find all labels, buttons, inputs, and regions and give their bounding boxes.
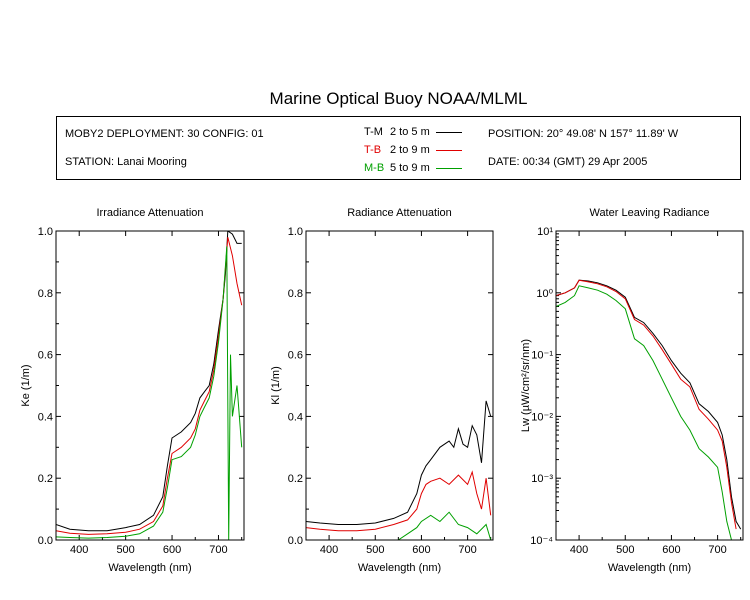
- chart-panel-3: Water Leaving Radiance Wavelength (nm) Lw …: [520, 207, 744, 574]
- series-line-t-m: [56, 231, 242, 532]
- chart-title: Water Leaving Radiance: [589, 207, 709, 219]
- x-tick-label: 400: [70, 544, 88, 556]
- page-title: Marine Optical Buoy NOAA/MLML: [269, 89, 528, 108]
- y-tick-label: 0.0: [38, 535, 53, 547]
- legend-code: T-M: [364, 126, 383, 138]
- x-tick-label: 700: [708, 544, 726, 556]
- series-line-m-b: [56, 246, 243, 540]
- x-tick-label: 700: [458, 544, 476, 556]
- series-line-m-b: [398, 511, 492, 540]
- y-tick-label: 10⁻²: [531, 411, 553, 423]
- chart-title: Irradiance Attenuation: [96, 207, 203, 219]
- legend-code: T-B: [364, 144, 382, 156]
- x-axis-label: Wavelength (nm): [108, 562, 191, 574]
- legend-line: [435, 149, 462, 151]
- legend-line: [435, 131, 462, 133]
- position-text: POSITION: 20° 49.08' N 157° 11.89' W: [488, 128, 679, 140]
- series-line-m-b: [556, 285, 732, 540]
- x-tick-label: 700: [209, 544, 227, 556]
- chart-title: Radiance Attenuation: [347, 207, 452, 219]
- x-axis-label: Wavelength (nm): [608, 562, 691, 574]
- x-axis-label: Wavelength (nm): [358, 562, 441, 574]
- chart-panel-2: Radiance Attenuation Wavelength (nm) Kl (1…: [270, 207, 494, 574]
- legend-entry-tb: T-B 2 to 9 m: [364, 144, 462, 156]
- x-tick-label: 500: [366, 544, 384, 556]
- y-tick-label: 0.6: [38, 350, 53, 362]
- y-tick-label: 10⁻¹: [531, 350, 553, 362]
- series-line-t-m: [556, 279, 742, 530]
- x-tick-label: 400: [320, 544, 338, 556]
- plot-frame: [555, 230, 744, 541]
- legend-code: M-B: [364, 162, 385, 174]
- x-tick-label: 600: [662, 544, 680, 556]
- series-line-t-b: [306, 470, 492, 532]
- y-tick-label: 10⁰: [536, 288, 553, 300]
- date-text: DATE: 00:34 (GMT) 29 Apr 2005: [488, 156, 648, 168]
- y-tick-label: 1.0: [38, 226, 53, 238]
- x-tick-label: 500: [616, 544, 634, 556]
- legend-range: 2 to 9 m: [390, 144, 430, 156]
- legend-range: 5 to 9 m: [390, 162, 430, 174]
- legend-line: [435, 167, 462, 169]
- series-line-t-b: [556, 279, 737, 530]
- y-tick-label: 0.0: [288, 535, 303, 547]
- y-tick-label: 10⁻⁴: [530, 535, 553, 547]
- y-tick-label: 0.6: [288, 350, 303, 362]
- plot-frame: [55, 230, 245, 541]
- y-axis-label: Kl (1/m): [270, 366, 282, 405]
- info-box: MOBY2 DEPLOYMENT: 30 CONFIG: 01 STATION:…: [56, 116, 741, 180]
- series-line-t-m: [306, 400, 492, 525]
- legend-entry-tm: T-M 2 to 5 m: [364, 126, 462, 138]
- y-tick-label: 0.8: [288, 288, 303, 300]
- y-tick-label: 0.8: [38, 288, 53, 300]
- chart-panel-1: Irradiance Attenuation Wavelength (nm) Ke …: [20, 207, 245, 574]
- plot-frame: [305, 230, 494, 541]
- series-line-t-b: [56, 237, 243, 535]
- y-tick-label: 10¹: [537, 226, 553, 238]
- deployment-text: MOBY2 DEPLOYMENT: 30 CONFIG: 01: [65, 128, 264, 140]
- x-tick-label: 600: [412, 544, 430, 556]
- x-tick-label: 600: [163, 544, 181, 556]
- y-axis-label: Ke (1/m): [20, 364, 32, 406]
- y-tick-label: 0.2: [288, 473, 303, 485]
- y-tick-label: 1.0: [288, 226, 303, 238]
- x-tick-label: 500: [116, 544, 134, 556]
- y-tick-label: 10⁻³: [531, 473, 553, 485]
- y-tick-label: 0.4: [38, 411, 53, 423]
- x-tick-label: 400: [570, 544, 588, 556]
- y-axis-label: Lw (µW/cm²/sr/nm): [520, 339, 532, 432]
- legend-range: 2 to 5 m: [390, 126, 430, 138]
- legend-entry-mb: M-B 5 to 9 m: [364, 162, 462, 174]
- y-tick-label: 0.4: [288, 411, 303, 423]
- y-tick-label: 0.2: [38, 473, 53, 485]
- station-text: STATION: Lanai Mooring: [65, 156, 187, 168]
